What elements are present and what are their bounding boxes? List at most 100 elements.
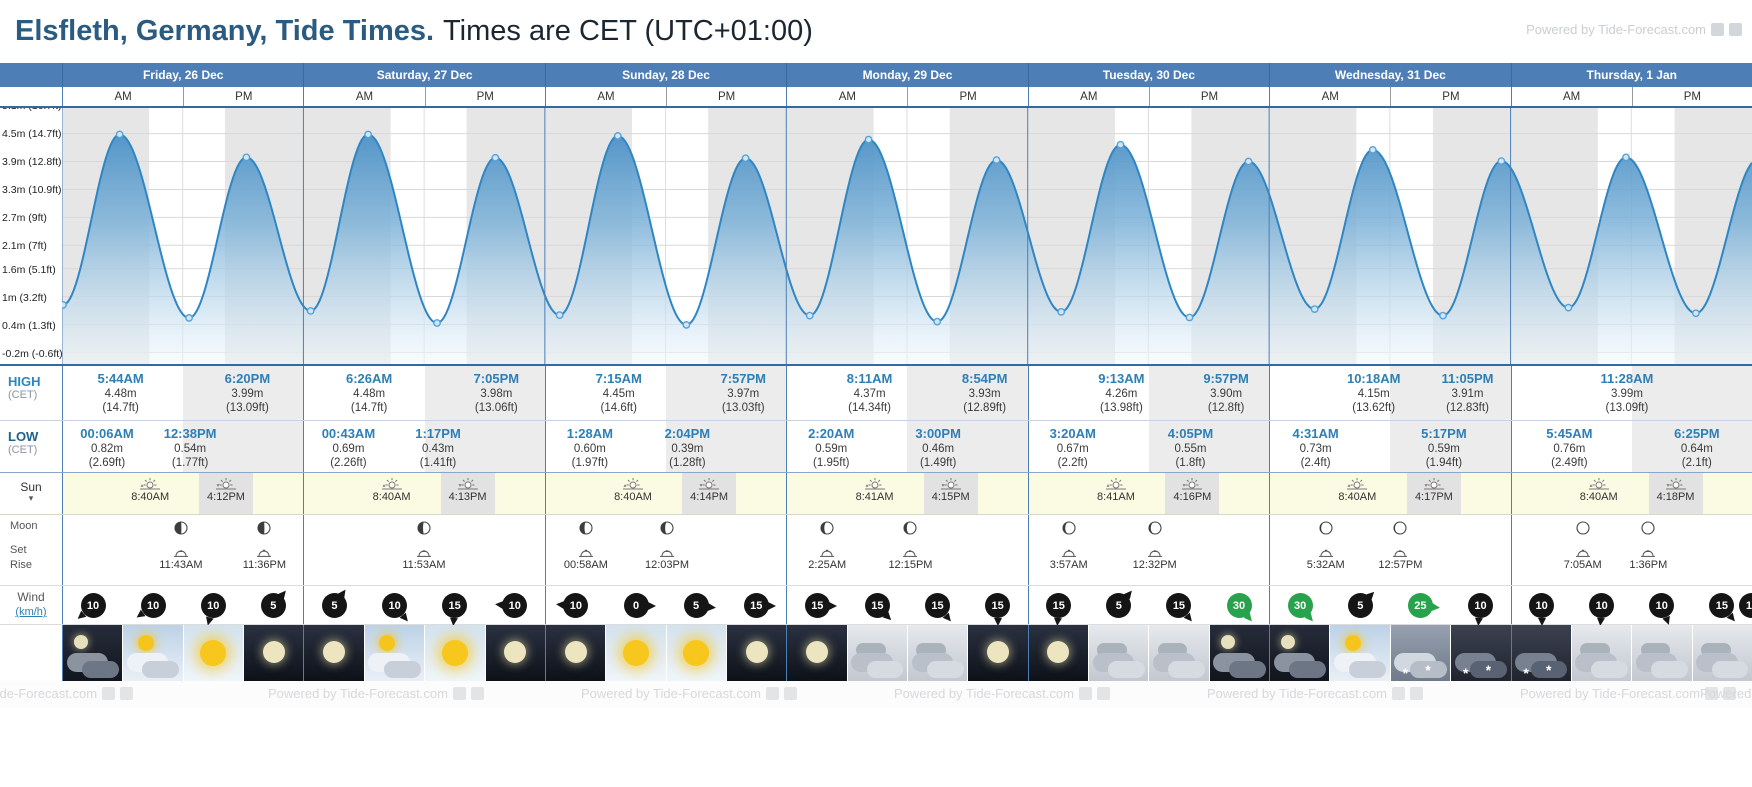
tide-height-ft: (14.7ft) xyxy=(102,401,139,414)
moon-icon xyxy=(1220,634,1235,649)
ampm-header: AM PM xyxy=(1027,87,1269,106)
powered-by-watermark[interactable]: ed by Tide-Forecast.com xyxy=(0,686,134,701)
watermark-badge-icon[interactable] xyxy=(1729,23,1742,36)
cloud-icon xyxy=(1590,660,1628,678)
watermark-text[interactable]: Powered by Tide-Forecast.com xyxy=(1207,686,1387,701)
page-title-location: Elsfleth, Germany, Tide Times. xyxy=(15,15,435,47)
moon-phase-icon xyxy=(1062,521,1076,540)
wind-speed-badge: 5 xyxy=(321,586,350,618)
wind-speed-value: 15 xyxy=(1172,599,1186,612)
sunrise-entry: 8:40AM xyxy=(357,477,427,503)
high-tide-entry: 7:05PM 3.98m (13.06ft) xyxy=(452,371,540,415)
weather-tile-night-clouds xyxy=(63,625,123,681)
powered-by-watermark[interactable]: Powered by Tide-Forecast.com xyxy=(1526,22,1742,37)
weather-cell xyxy=(1027,625,1270,681)
moon-row-label-cell: Moon Set Rise xyxy=(0,515,62,585)
tide-height-ft: (2.2ft) xyxy=(1057,456,1088,469)
ampm-header-row: AM PM AM PM AM PM AM PM AM PM AM PM AM PM xyxy=(0,87,1752,108)
watermark-text[interactable]: Powered by Tide-Forecast.com xyxy=(1520,686,1700,701)
wind-direction-arrow xyxy=(555,599,565,609)
sun-row-label-cell: Sun ▾ xyxy=(0,473,62,514)
tide-height-ft: (13.03ft) xyxy=(721,401,765,414)
cloud-icon xyxy=(866,660,904,678)
day-header: Monday, 29 Dec xyxy=(786,63,1027,87)
sun-row-label: Sun ▾ xyxy=(0,473,62,503)
powered-by-watermark[interactable]: Powered by Tide-Forecast.com xyxy=(1700,686,1752,701)
powered-by-watermark[interactable]: Powered by Tide-Forecast.com xyxy=(894,686,1110,701)
moon-set-icon xyxy=(1575,549,1590,557)
moon-set-entry: 5:32AM xyxy=(1286,521,1366,571)
watermark-text[interactable]: Powered by Tide-Forecast.com xyxy=(581,686,761,701)
wind-speed-badge: 10 xyxy=(1529,593,1555,626)
tide-time: 2:20AM xyxy=(808,426,855,441)
wind-speed-value: 10 xyxy=(1655,599,1668,612)
powered-by-watermark[interactable]: Powered by Tide-Forecast.com xyxy=(1520,686,1736,701)
watermark-text[interactable]: Powered by Tide-Forecast.com xyxy=(268,686,448,701)
moon-phase-icon xyxy=(1148,521,1162,540)
watermark-badge-icon[interactable] xyxy=(1722,687,1736,700)
tide-height-ft: (2.49ft) xyxy=(1551,456,1588,469)
tide-time: 5:17PM xyxy=(1421,426,1467,441)
low-label: LOW xyxy=(8,429,39,444)
watermark-badge-icon[interactable] xyxy=(1711,23,1724,36)
moon-row: Moon Set Rise 11:43AM 11:36PM 11:53AM 00:58AM 1… xyxy=(0,515,1752,586)
moon-phase-icon xyxy=(1393,521,1407,540)
moon-rise-entry: 12:57PM xyxy=(1360,521,1440,571)
sunset-time: 4:15PM xyxy=(931,491,970,503)
expand-caret-icon[interactable]: ▾ xyxy=(28,493,34,503)
weather-tile-cloudy xyxy=(1089,625,1149,681)
sunset-icon xyxy=(940,477,962,490)
wind-speed-badge: 0 xyxy=(623,593,656,618)
wind-unit-link[interactable]: (km/h) xyxy=(15,606,47,618)
sunset-icon xyxy=(457,477,479,490)
watermark-badge-icon[interactable] xyxy=(1096,687,1110,700)
watermark-text[interactable]: Powered by Tide-Forecast.com xyxy=(894,686,1074,701)
high-tide-entry: 8:54PM 3.93m (12.89ft) xyxy=(941,371,1029,415)
low-tide-cell: 00:06AM 0.82m (2.69ft) 12:38PM 0.54m (1.77ft) xyxy=(62,421,304,472)
watermark-badge-icon[interactable] xyxy=(102,687,116,700)
watermark-badge-icon[interactable] xyxy=(452,687,466,700)
snowflake-icon: * xyxy=(1545,661,1552,678)
tide-height-m: 3.99m xyxy=(231,387,264,400)
watermark-text[interactable]: Powered by Tide-Forecast.com xyxy=(1700,686,1752,701)
low-tide-entry: 3:20AM 0.67m (2.2ft) xyxy=(1029,426,1117,470)
ampm-header: AM PM xyxy=(62,87,303,106)
cloud-icon xyxy=(926,660,964,678)
wind-direction-arrow xyxy=(1243,612,1255,624)
high-tide-entry: 5:44AM 4.48m (14.7ft) xyxy=(77,371,165,415)
day-header-row-label-cell xyxy=(0,63,62,87)
wind-cell: 10 0 5 15 xyxy=(544,586,786,624)
sun-icon xyxy=(137,634,154,651)
high-tide-entry: 7:57PM 3.97m (13.03ft) xyxy=(699,371,787,415)
watermark-badge-icon[interactable] xyxy=(470,687,484,700)
powered-by-watermark[interactable]: Powered by Tide-Forecast.com xyxy=(581,686,797,701)
watermark-badge-icon[interactable] xyxy=(1704,687,1718,700)
sunrise-time: 8:40AM xyxy=(131,491,170,503)
watermark-badge-icon[interactable] xyxy=(120,687,134,700)
watermark-badge-icon[interactable] xyxy=(1078,687,1092,700)
y-axis-tick-label: 5.1m (16.7ft) xyxy=(2,108,62,112)
moon-set-icon xyxy=(578,549,593,557)
watermark-badge-icon[interactable] xyxy=(1391,687,1405,700)
cloud-icon xyxy=(1168,660,1206,678)
weather-tile-clear-night xyxy=(304,625,364,681)
wind-speed-value: 15 xyxy=(811,599,824,612)
watermark-text[interactable]: Powered by Tide-Forecast.com xyxy=(1526,22,1706,37)
powered-by-watermark[interactable]: Powered by Tide-Forecast.com xyxy=(268,686,484,701)
watermark-badge-icon[interactable] xyxy=(783,687,797,700)
watermark-text[interactable]: ed by Tide-Forecast.com xyxy=(0,686,98,701)
high-tide-row-label-cell: HIGH (CET) xyxy=(0,366,62,420)
weather-tile-night-clouds xyxy=(1209,625,1270,681)
moon-phase-icon xyxy=(660,521,674,540)
low-tide-cell: 5:45AM 0.76m (2.49ft) 6:25PM 0.64m (2.1ft) xyxy=(1510,421,1752,472)
tide-height-m: 0.73m xyxy=(1299,442,1332,455)
watermark-badge-icon[interactable] xyxy=(1409,687,1423,700)
weather-tile-day-sun-cloud xyxy=(1330,625,1390,681)
powered-by-watermark[interactable]: Powered by Tide-Forecast.com xyxy=(1207,686,1423,701)
watermark-badge-icon[interactable] xyxy=(765,687,779,700)
sunrise-icon xyxy=(622,477,644,490)
moon-time: 2:25AM xyxy=(808,559,847,571)
sunrise-time: 8:40AM xyxy=(1338,491,1377,503)
tide-height-ft: (14.7ft) xyxy=(350,401,388,414)
high-tide-entry: 11:28AM 3.99m (13.09ft) xyxy=(1583,371,1671,415)
